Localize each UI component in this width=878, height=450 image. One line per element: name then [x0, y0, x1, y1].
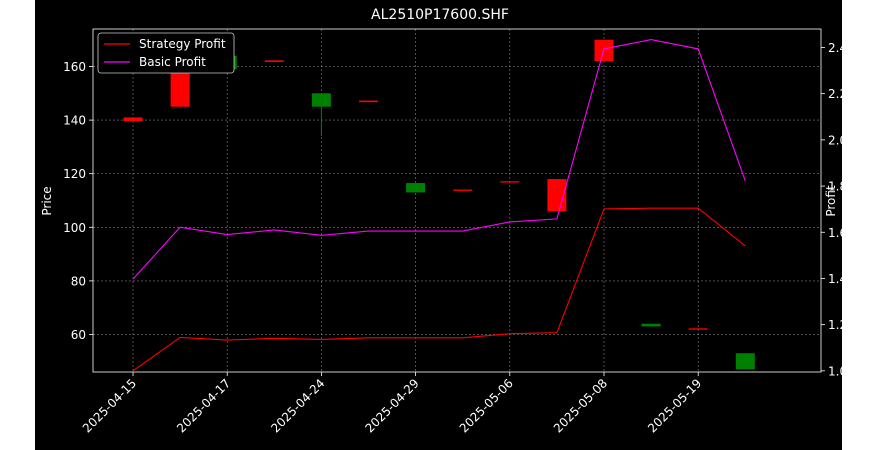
legend-label-strategy: Strategy Profit	[139, 37, 226, 51]
right-axis: 1.0 1.2 1.4 1.6 1.8 2.0 2.2 2.4	[821, 41, 842, 378]
right-tick-label: 1.6	[828, 226, 842, 240]
right-axis-label: Profit	[824, 185, 838, 217]
right-tick-label: 2.4	[828, 41, 842, 55]
left-tick-label: 100	[63, 221, 86, 235]
x-tick-label: 2025-04-17	[174, 376, 233, 435]
candle-down	[453, 189, 473, 191]
chart-svg: AL2510P17600.SHF 60 80 100 120 140 160 1.0 1.2…	[40, 7, 842, 435]
right-tick-label: 1.0	[828, 364, 842, 378]
strategy-profit-line	[132, 207, 746, 372]
right-tick-label: 1.8	[828, 180, 842, 194]
candles	[123, 39, 755, 370]
left-tick-label: 120	[63, 167, 86, 181]
candle-down	[500, 181, 520, 183]
x-tick-label: 2025-05-19	[645, 376, 704, 435]
figure: AL2510P17600.SHF 60 80 100 120 140 160 1.0 1.2…	[35, 0, 842, 450]
chart-title: AL2510P17600.SHF	[371, 7, 509, 23]
candle-up	[641, 323, 661, 327]
left-tick-label: 160	[63, 60, 86, 74]
left-tick-label: 60	[71, 328, 86, 342]
candle-down	[359, 100, 378, 103]
left-axis-label: Price	[40, 186, 54, 215]
left-axis: 60 80 100 120 140 160	[63, 60, 93, 342]
plot-frame	[92, 28, 822, 373]
profit-lines	[132, 39, 746, 372]
left-tick-label: 80	[71, 274, 86, 288]
grid	[93, 29, 821, 372]
candle-down	[688, 328, 708, 330]
candle-down	[264, 60, 284, 62]
candle-up	[735, 353, 755, 370]
x-tick-label: 2025-04-24	[268, 376, 327, 435]
right-tick-label: 1.2	[828, 318, 842, 332]
legend-label-basic: Basic Profit	[139, 55, 206, 69]
right-tick-label: 1.4	[828, 272, 842, 286]
candle-down	[123, 117, 143, 122]
left-tick-label: 140	[63, 114, 86, 128]
basic-profit-line	[132, 39, 746, 280]
x-tick-label: 2025-04-29	[363, 376, 422, 435]
x-tick-label: 2025-05-06	[457, 376, 516, 435]
candle-up	[406, 183, 426, 193]
right-tick-label: 2.2	[828, 87, 842, 101]
legend-box	[97, 32, 235, 74]
x-axis: 2025-04-15 2025-04-17 2025-04-24 2025-04-29…	[80, 372, 704, 435]
right-tick-label: 2.0	[828, 133, 842, 147]
x-tick-label: 2025-04-15	[80, 376, 139, 435]
legend: Strategy Profit Basic Profit	[97, 32, 235, 74]
x-tick-label: 2025-05-08	[551, 376, 610, 435]
candle-up	[311, 93, 331, 107]
